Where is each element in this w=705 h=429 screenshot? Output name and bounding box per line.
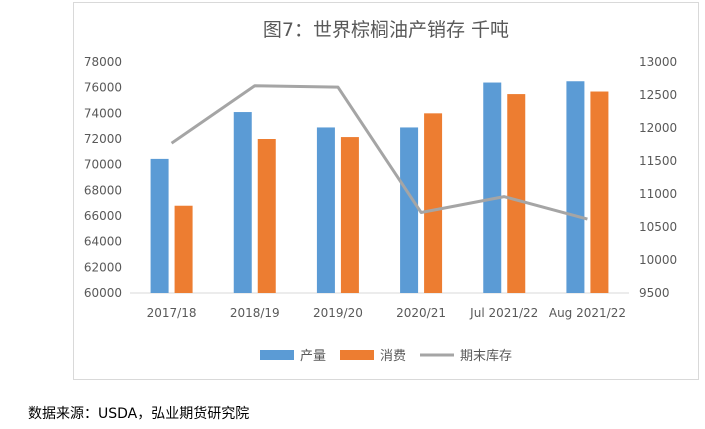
x-tick-label: Aug 2021/22: [549, 306, 626, 320]
y-left-tick-label: 72000: [84, 132, 122, 146]
chart-svg: 图7：世界棕榈油产销存 千吨 60000 62000 64000 66000 68000…: [84, 19, 677, 364]
y-left-tick-label: 60000: [84, 286, 122, 300]
y-left-tick-label: 78000: [84, 55, 122, 69]
x-tick-label: 2020/21: [396, 306, 446, 320]
chart-title: 图7：世界棕榈油产销存 千吨: [263, 19, 509, 41]
y-left-tick-label: 66000: [84, 209, 122, 223]
bar-consumption: [507, 94, 526, 293]
y-right-tick-label: 13000: [639, 55, 677, 69]
y-right-tick-label: 11500: [639, 154, 677, 168]
y-left-tick-label: 74000: [84, 106, 122, 120]
x-tick-label: 2019/20: [313, 306, 363, 320]
y-left-tick-label: 68000: [84, 183, 122, 197]
legend-consumption-label: 消费: [380, 349, 406, 364]
bar-production: [400, 127, 419, 293]
bar-production: [316, 127, 335, 293]
legend-production-label: 产量: [300, 349, 326, 364]
y-left-tick-label: 76000: [84, 81, 122, 95]
y-left-tick-label: 62000: [84, 260, 122, 274]
y-right-tick-label: 12000: [639, 121, 677, 135]
bar-consumption: [257, 139, 276, 293]
bar-consumption: [424, 113, 443, 293]
y-right-tick-label: 10000: [639, 253, 677, 267]
source-note: 数据来源：USDA，弘业期货研究院: [28, 406, 250, 422]
legend-consumption-swatch: [340, 350, 374, 360]
bar-consumption: [340, 137, 359, 293]
legend-ending-stocks-label: 期末库存: [460, 348, 512, 364]
bar-production: [233, 112, 252, 293]
bar-production: [483, 82, 502, 294]
y-left-tick-label: 70000: [84, 158, 122, 172]
chart-frame: 图7：世界棕榈油产销存 千吨 60000 62000 64000 66000 68000…: [73, 2, 699, 380]
bar-consumption: [590, 91, 609, 294]
y-right-tick-label: 10500: [639, 220, 677, 234]
legend-production-swatch: [260, 350, 294, 360]
x-tick-label: Jul 2021/22: [469, 306, 538, 320]
y-left-tick-label: 64000: [84, 235, 122, 249]
y-right-tick-label: 11000: [639, 187, 677, 201]
y-right-tick-label: 12500: [639, 88, 677, 102]
line-ending-stocks: [170, 84, 588, 221]
bar-consumption: [174, 205, 193, 293]
x-tick-label: 2018/19: [230, 306, 280, 320]
bar-production: [150, 158, 169, 293]
y-right-tick-label: 9500: [639, 286, 670, 300]
bar-production: [566, 81, 585, 293]
x-tick-label: 2017/18: [147, 306, 197, 320]
